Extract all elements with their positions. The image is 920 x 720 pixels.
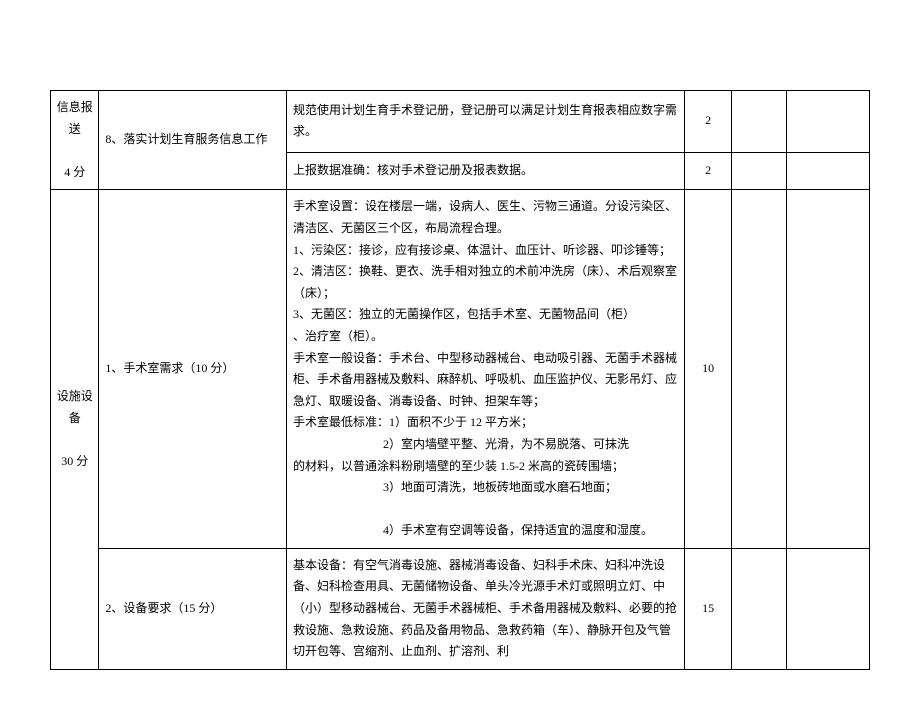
table-row: 2、设备要求（15 分） 基本设备：有空气消毒设施、器械消毒设备、妇科手术床、妇… (51, 548, 870, 669)
blank-cell (787, 91, 870, 153)
score-cell: 2 (685, 152, 731, 190)
table-row: 信息报送 4 分 8、落实计划生育服务信息工作 规范使用计划生育手术登记册，登记… (51, 91, 870, 153)
desc-cell: 基本设备：有空气消毒设施、器械消毒设备、妇科手术床、妇科冲洗设备、妇科检查用具、… (287, 548, 685, 669)
desc-cell-html: 手术室设置：设在楼层一端，设病人、医生、污物三通道。分设污染区、清洁区、无菌区三… (287, 190, 685, 549)
blank-cell (731, 548, 786, 669)
score-cell: 10 (685, 190, 731, 549)
score-cell: 2 (685, 91, 731, 153)
category-cell: 信息报送 4 分 (51, 91, 99, 190)
desc-cell: 规范使用计划生育手术登记册，登记册可以满足计划生育报表相应数字需求。 (287, 91, 685, 153)
item-cell: 2、设备要求（15 分） (99, 548, 287, 669)
score-cell: 15 (685, 548, 731, 669)
blank-cell (731, 91, 786, 153)
category-cell: 设施设备 30 分 (51, 190, 99, 669)
table-row: 设施设备 30 分 1、手术室需求（10 分） 手术室设置：设在楼层一端，设病人… (51, 190, 870, 549)
desc-cell: 上报数据准确：核对手术登记册及报表数据。 (287, 152, 685, 190)
blank-cell (787, 548, 870, 669)
item-cell: 1、手术室需求（10 分） (99, 190, 287, 549)
blank-cell (787, 190, 870, 549)
blank-cell (731, 152, 786, 190)
blank-cell (731, 190, 786, 549)
blank-cell (787, 152, 870, 190)
table-body: 信息报送 4 分 8、落实计划生育服务信息工作 规范使用计划生育手术登记册，登记… (51, 91, 870, 670)
evaluation-table: 信息报送 4 分 8、落实计划生育服务信息工作 规范使用计划生育手术登记册，登记… (50, 90, 870, 670)
item-cell: 8、落实计划生育服务信息工作 (99, 91, 287, 190)
